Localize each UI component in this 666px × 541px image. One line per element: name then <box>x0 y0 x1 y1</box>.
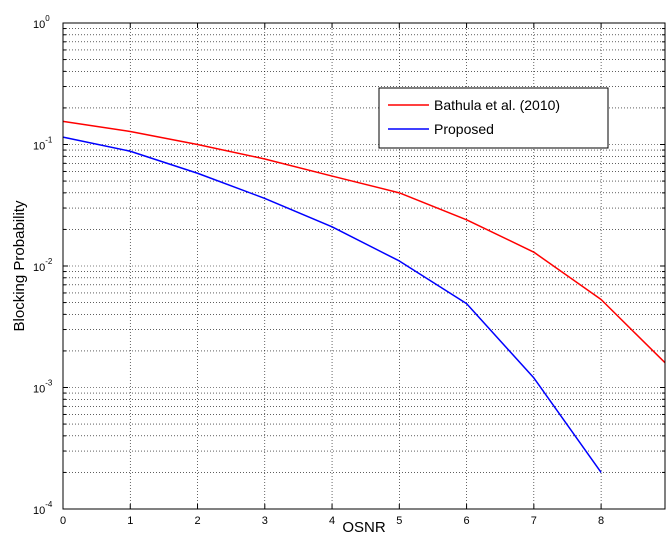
x-tick-label: 2 <box>194 515 200 527</box>
y-tick-label: 10-4 <box>33 500 53 517</box>
x-axis-title: OSNR <box>342 519 386 536</box>
legend-box <box>378 87 609 149</box>
x-tick-label: 3 <box>262 515 268 527</box>
y-tick-label: 10-2 <box>33 257 53 274</box>
y-tick-label: 100 <box>33 14 50 31</box>
series-layer <box>62 120 666 473</box>
y-axis-title: Blocking Probability <box>11 200 28 331</box>
x-tick-label: 5 <box>396 515 402 527</box>
x-tick-label: 6 <box>464 515 470 527</box>
ticks <box>62 22 665 510</box>
legend-label: Proposed <box>434 121 494 137</box>
x-tick-label: 0 <box>60 515 66 527</box>
legend-label: Bathula et al. (2010) <box>434 97 560 113</box>
legend: Bathula et al. (2010) Proposed <box>378 87 609 149</box>
y-tick-label: 10-3 <box>33 379 53 396</box>
tick-labels: 0 1 2 3 4 5 6 7 8 100 10-1 10-2 10-3 10-4 <box>33 14 604 527</box>
y-tick-label: 10-1 <box>33 136 53 153</box>
x-tick-label: 1 <box>127 515 133 527</box>
x-tick-label: 8 <box>598 515 604 527</box>
series-line-2 <box>62 136 602 473</box>
x-tick-label: 4 <box>329 515 335 527</box>
series-line-1 <box>62 120 666 364</box>
x-tick-label: 7 <box>531 515 537 527</box>
